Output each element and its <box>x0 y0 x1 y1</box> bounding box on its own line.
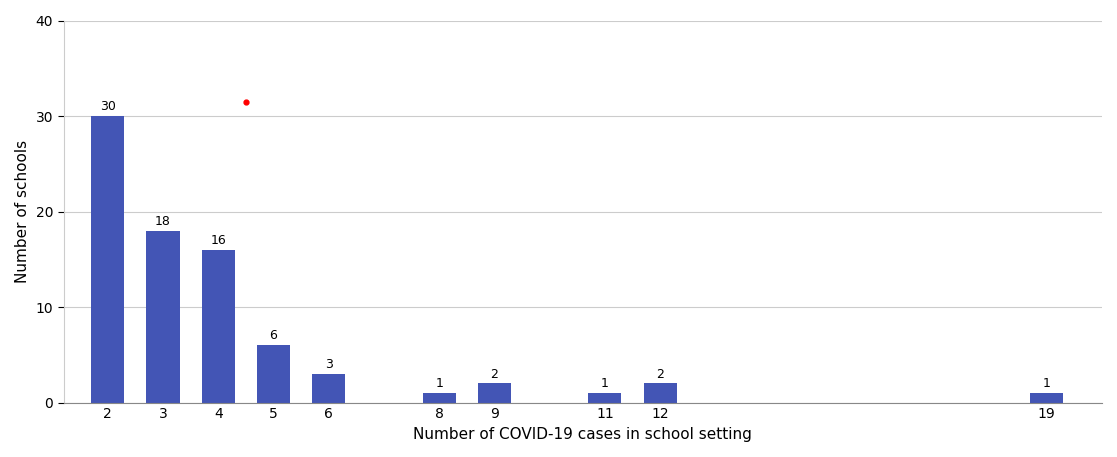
Bar <box>92 116 124 403</box>
Text: 1: 1 <box>1043 377 1051 390</box>
Bar <box>478 383 510 403</box>
Bar <box>643 383 677 403</box>
Text: 1: 1 <box>601 377 609 390</box>
Text: 6: 6 <box>269 329 277 342</box>
Text: 1: 1 <box>436 377 443 390</box>
Bar <box>146 231 180 403</box>
Bar <box>202 250 235 403</box>
Bar <box>422 393 456 403</box>
Text: 2: 2 <box>656 367 665 381</box>
Bar <box>1030 393 1063 403</box>
Text: 30: 30 <box>99 100 116 113</box>
Y-axis label: Number of schools: Number of schools <box>15 140 30 283</box>
Text: 3: 3 <box>325 358 333 371</box>
Bar <box>589 393 621 403</box>
Bar <box>312 374 345 403</box>
Bar <box>257 345 290 403</box>
Text: 18: 18 <box>155 215 171 228</box>
X-axis label: Number of COVID-19 cases in school setting: Number of COVID-19 cases in school setti… <box>413 427 752 442</box>
Text: 2: 2 <box>490 367 498 381</box>
Text: 16: 16 <box>210 234 226 247</box>
